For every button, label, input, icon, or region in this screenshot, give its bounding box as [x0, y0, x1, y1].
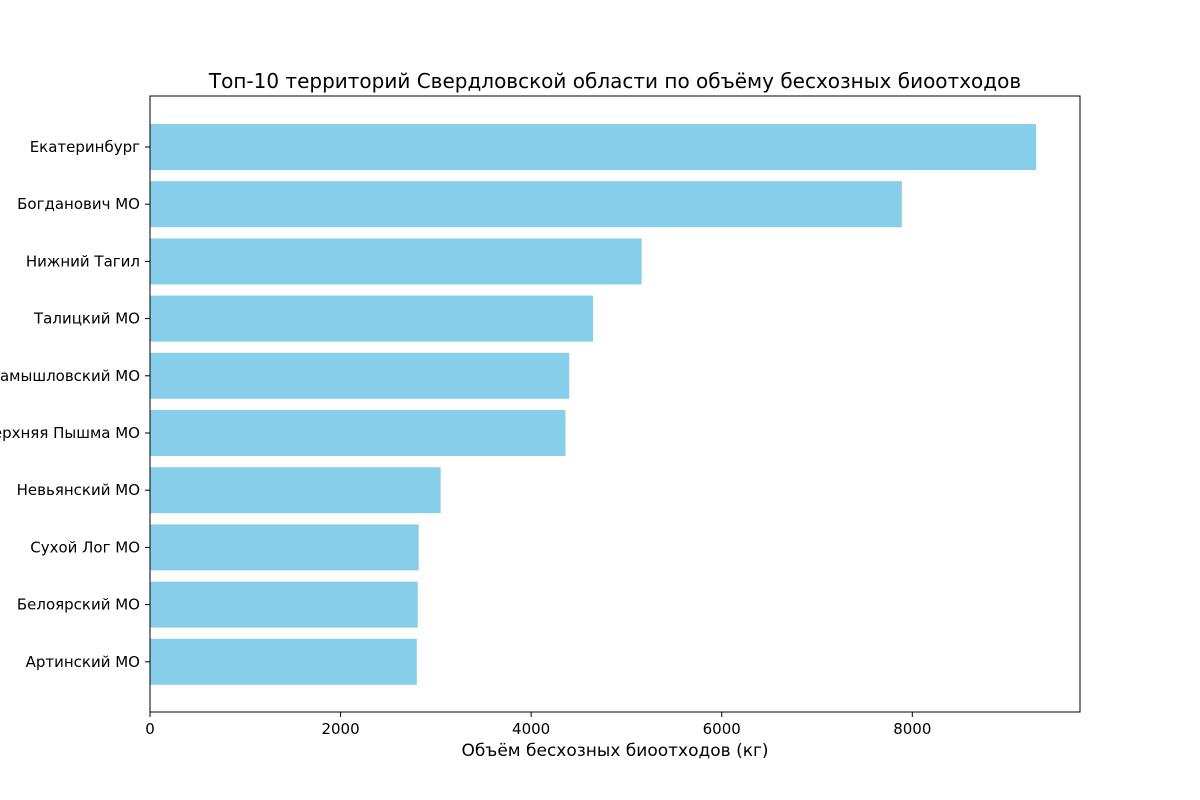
- bar: [150, 410, 566, 456]
- y-tick-label: Белоярский МО: [17, 596, 140, 614]
- bar: [150, 181, 902, 228]
- bar: [150, 352, 570, 399]
- plot-frame: [149, 95, 1081, 713]
- bar: [150, 638, 417, 685]
- x-ticks: 0 2000 4000 6000 8000: [145, 712, 931, 738]
- y-tick-label: Камышловский МО: [0, 367, 140, 385]
- y-tick-label: Сухой Лог МО: [30, 538, 140, 556]
- bars-group: [150, 124, 1037, 685]
- x-tick-label: 4000: [512, 720, 550, 738]
- x-tick-label: 6000: [703, 720, 741, 738]
- bar: [150, 238, 642, 285]
- bar: [150, 581, 418, 628]
- x-axis-label: Объём бесхозных биоотходов (кг): [461, 741, 768, 761]
- y-tick-label: Богданович МО: [17, 195, 140, 213]
- bar: [150, 467, 441, 514]
- chart-title: Топ-10 территорий Свердловской области п…: [208, 69, 1021, 93]
- x-tick-label: 0: [145, 720, 155, 738]
- y-tick-label: Талицкий МО: [33, 310, 140, 328]
- y-tick-label: Верхняя Пышма МО: [0, 424, 140, 442]
- x-tick-label: 8000: [893, 720, 931, 738]
- bar: [150, 524, 419, 571]
- y-tick-label: Екатеринбург: [30, 138, 140, 156]
- bar: [150, 295, 594, 342]
- y-tick-label: Артинский МО: [26, 653, 140, 671]
- y-tick-label: Нижний Тагил: [26, 252, 140, 270]
- x-tick-label: 2000: [321, 720, 359, 738]
- y-tick-label: Невьянский МО: [17, 481, 140, 499]
- bar: [150, 124, 1037, 170]
- y-tick-labels: Екатеринбург Богданович МО Нижний Тагил Тал…: [0, 138, 150, 671]
